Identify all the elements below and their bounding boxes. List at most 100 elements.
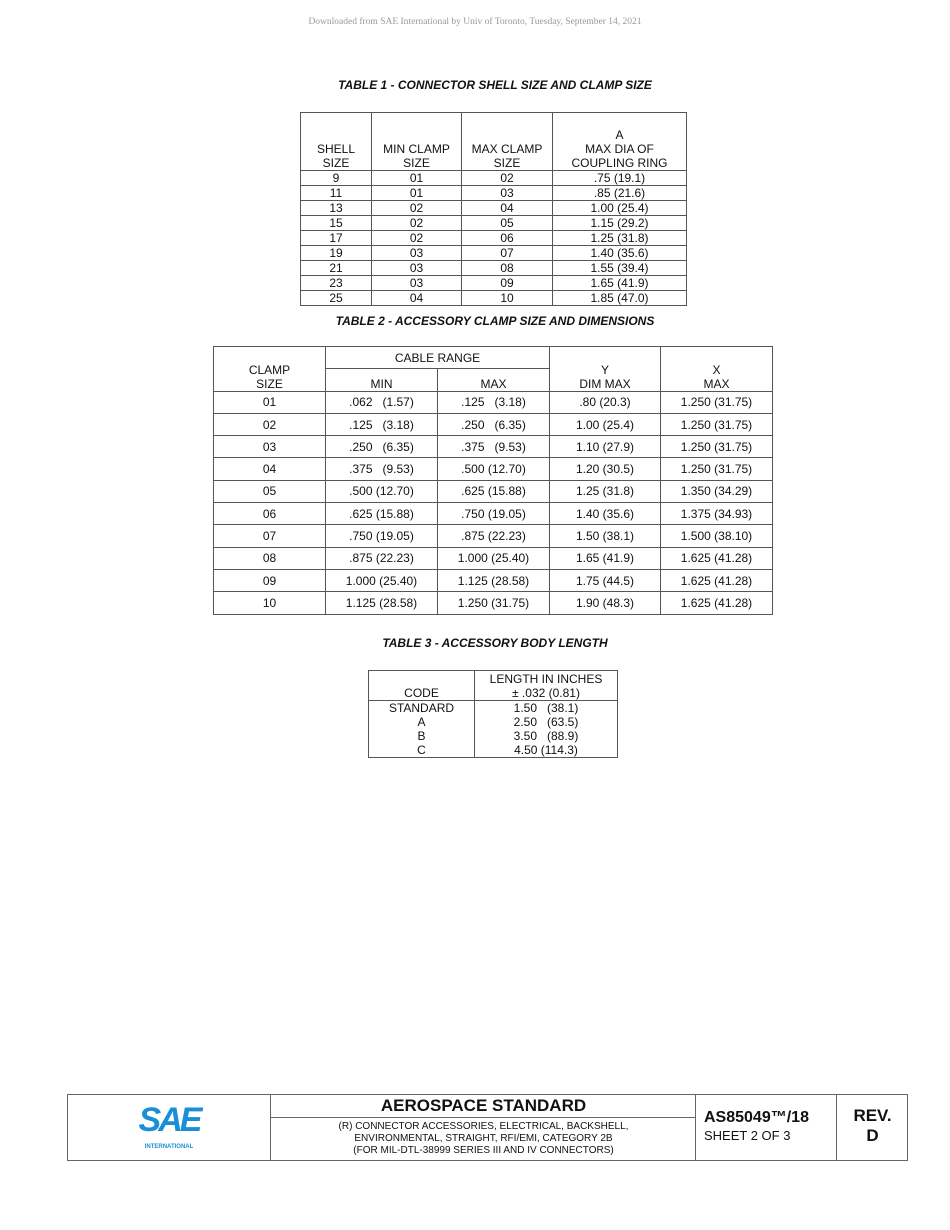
table-cell: 06 xyxy=(461,230,553,246)
table-cell: 9 xyxy=(300,170,372,186)
table-row: 10 1.125 (28.58) 1.250 (31.75) 1.90 (48.3) 1… xyxy=(213,591,773,615)
table-cell: 10 xyxy=(461,290,553,306)
table1: SHELL SIZE MIN CLAMP SIZE MAX CLAMP SIZE A … xyxy=(300,112,687,306)
table-cell: 01 xyxy=(371,185,462,201)
table2: CLAMP SIZE CABLE RANGE Y DIM MAX X MAX M… xyxy=(213,345,773,615)
table-cell: 1.55 (39.4) xyxy=(552,260,687,276)
table-cell: 1.375 (34.93) xyxy=(660,502,773,526)
table-cell: 04 xyxy=(371,290,462,306)
table1-header: A MAX DIA OF COUPLING RING xyxy=(552,112,687,171)
table1-header: MAX CLAMP SIZE xyxy=(461,112,553,171)
table-cell: 1.65 (41.9) xyxy=(549,546,661,570)
header-y-dim-max: Y DIM MAX xyxy=(549,346,661,392)
table-row: 15 02 05 1.15 (29.2) xyxy=(300,215,687,231)
table-cell: 08 xyxy=(213,546,326,570)
table-row: 03.250 (6.35) .375 (9.53) 1.10 (27.9) 1.250… xyxy=(213,435,773,459)
table-row: 08.875 (22.23) 1.000 (25.40) 1.65 (41.9) 1.… xyxy=(213,546,773,570)
table-cell: 1.350 (34.29) xyxy=(660,479,773,504)
table-cell: 23 xyxy=(300,275,372,291)
table-row: 02.125 (3.18) .250 (6.35) 1.00 (25.4) 1.250… xyxy=(213,412,773,437)
table-cell: 4.50 (114.3) xyxy=(474,743,618,758)
table-cell: 1.000 (25.40) xyxy=(437,546,550,570)
table-cell: .875 (22.23) xyxy=(437,524,550,548)
table-cell: 03 xyxy=(371,245,462,261)
table-cell: 05 xyxy=(461,215,553,231)
sheet-number: SHEET 2 OF 3 xyxy=(704,1128,791,1143)
table-row: C 4.50 (114.3) xyxy=(368,743,618,758)
table-cell: 02 xyxy=(461,170,553,186)
table-row: 11 01 03.85 (21.6) xyxy=(300,185,687,201)
table-cell: 01 xyxy=(371,170,462,186)
header-x-max: X MAX xyxy=(660,346,773,392)
table-cell: 08 xyxy=(461,260,553,276)
table-cell: 03 xyxy=(213,435,326,459)
table-row: B 3.50 (88.9) xyxy=(368,729,618,743)
table-row: 21 03 08 1.55 (39.4) xyxy=(300,260,687,276)
table-row: 25 04 10 1.85 (47.0) xyxy=(300,290,687,306)
table-cell: 1.50 (38.1) xyxy=(549,524,661,548)
table-cell: 09 xyxy=(213,568,326,593)
table-cell: .125 (3.18) xyxy=(437,390,550,414)
table-cell: 03 xyxy=(371,260,462,276)
document-number: AS85049™/18 xyxy=(704,1109,809,1126)
sae-logo: SAE INTERNATIONAL xyxy=(68,1095,270,1160)
table-cell: 1.20 (30.5) xyxy=(549,457,661,481)
table3-title: TABLE 3 - ACCESSORY BODY LENGTH xyxy=(382,636,608,650)
table-row: 06.625 (15.88) .750 (19.05) 1.40 (35.6) 1.3… xyxy=(213,502,773,526)
logo-text: SAE xyxy=(138,1101,203,1139)
table-cell: 1.25 (31.8) xyxy=(552,230,687,246)
table-cell: .625 (15.88) xyxy=(437,479,550,504)
table-cell: .85 (21.6) xyxy=(552,185,687,201)
table-cell: 1.000 (25.40) xyxy=(325,568,438,593)
table-cell: 1.15 (29.2) xyxy=(552,215,687,231)
table-cell: 1.75 (44.5) xyxy=(549,568,661,593)
table-cell: .75 (19.1) xyxy=(552,170,687,186)
table-cell: 1.125 (28.58) xyxy=(437,568,550,593)
table-cell: 04 xyxy=(213,457,326,481)
download-notice: Downloaded from SAE International by Uni… xyxy=(308,17,642,27)
table-cell: 1.250 (31.75) xyxy=(437,591,550,615)
table-cell: 17 xyxy=(300,230,372,246)
table-cell: 02 xyxy=(371,215,462,231)
header-max: MAX xyxy=(437,368,550,392)
table3: CODE LENGTH IN INCHES ± .032 (0.81) STAND… xyxy=(368,670,618,758)
table-row: 9 01 02.75 (19.1) xyxy=(300,170,687,186)
table-cell: 1.625 (41.28) xyxy=(660,546,773,570)
table-cell: 07 xyxy=(213,524,326,548)
table-cell: 1.250 (31.75) xyxy=(660,435,773,459)
standard-description: (R) CONNECTOR ACCESSORIES, ELECTRICAL, B… xyxy=(338,1121,629,1156)
table-cell: 1.00 (25.4) xyxy=(549,412,661,437)
table-cell: 2.50 (63.5) xyxy=(474,715,618,729)
table-row: 23 03 09 1.65 (41.9) xyxy=(300,275,687,291)
table-cell: .80 (20.3) xyxy=(549,390,661,414)
table-row: 17 02 06 1.25 (31.8) xyxy=(300,230,687,246)
table-cell: B xyxy=(368,729,475,743)
header-cable-range: CABLE RANGE xyxy=(325,345,550,370)
table-row: 19 03 07 1.40 (35.6) xyxy=(300,245,687,261)
table-cell: A xyxy=(368,715,475,729)
table-cell: .125 (3.18) xyxy=(325,412,438,437)
table1-header: SHELL SIZE xyxy=(300,112,372,171)
table-cell: .875 (22.23) xyxy=(325,546,438,570)
table-cell: 1.625 (41.28) xyxy=(660,591,773,615)
table-row: 13 02 04 1.00 (25.4) xyxy=(300,200,687,216)
table-row: 09 1.000 (25.40) 1.125 (28.58) 1.75 (44.5) 1… xyxy=(213,568,773,593)
table-cell: 1.250 (31.75) xyxy=(660,390,773,414)
table-cell: 03 xyxy=(461,185,553,201)
table-cell: 02 xyxy=(371,230,462,246)
header-min: MIN xyxy=(325,368,438,392)
logo-subtext: INTERNATIONAL xyxy=(144,1144,194,1150)
table-cell: 05 xyxy=(213,479,326,504)
table-cell: 02 xyxy=(213,412,326,437)
standard-title: AEROSPACE STANDARD xyxy=(271,1095,696,1118)
table-cell: .375 (9.53) xyxy=(437,435,550,459)
revision-label: REV. xyxy=(853,1106,892,1125)
table-cell: 1.10 (27.9) xyxy=(549,435,661,459)
table-cell: 21 xyxy=(300,260,372,276)
table-cell: C xyxy=(368,743,475,758)
revision-value: D xyxy=(866,1126,879,1145)
table-cell: .625 (15.88) xyxy=(325,502,438,526)
table-cell: .500 (12.70) xyxy=(437,457,550,481)
table-row: A 2.50 (63.5) xyxy=(368,715,618,729)
